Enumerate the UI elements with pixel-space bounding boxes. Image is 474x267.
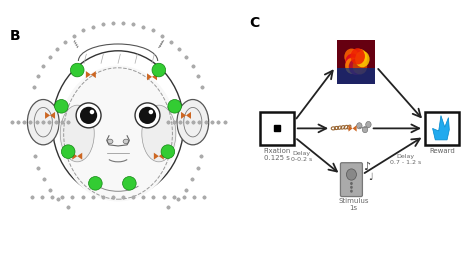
- Ellipse shape: [177, 100, 209, 145]
- Polygon shape: [159, 153, 164, 160]
- Circle shape: [350, 48, 365, 65]
- Circle shape: [344, 49, 359, 65]
- Polygon shape: [45, 112, 50, 119]
- Circle shape: [62, 145, 75, 158]
- FancyBboxPatch shape: [340, 163, 363, 197]
- Circle shape: [123, 176, 136, 190]
- Polygon shape: [72, 153, 77, 160]
- Text: Reward: Reward: [429, 148, 455, 154]
- Circle shape: [353, 58, 367, 74]
- Ellipse shape: [60, 105, 94, 162]
- FancyBboxPatch shape: [337, 40, 375, 84]
- Text: Delay
0-0.2 s: Delay 0-0.2 s: [291, 151, 312, 162]
- Circle shape: [55, 100, 68, 113]
- Polygon shape: [77, 153, 82, 160]
- Circle shape: [349, 49, 363, 65]
- Circle shape: [353, 49, 367, 65]
- Ellipse shape: [27, 100, 59, 145]
- Circle shape: [352, 53, 366, 70]
- Circle shape: [168, 100, 182, 113]
- Text: ♪: ♪: [363, 162, 370, 172]
- Text: ♩: ♩: [368, 172, 373, 182]
- Ellipse shape: [59, 65, 177, 202]
- FancyBboxPatch shape: [337, 68, 375, 84]
- Circle shape: [350, 190, 353, 193]
- FancyBboxPatch shape: [260, 112, 294, 145]
- Ellipse shape: [123, 139, 129, 144]
- Circle shape: [349, 59, 363, 75]
- Circle shape: [149, 110, 153, 114]
- Text: C: C: [249, 15, 260, 30]
- Circle shape: [89, 176, 102, 190]
- Circle shape: [355, 51, 370, 67]
- Circle shape: [366, 121, 371, 128]
- Polygon shape: [353, 125, 356, 132]
- Polygon shape: [433, 116, 449, 140]
- Polygon shape: [86, 71, 91, 78]
- Circle shape: [139, 107, 156, 124]
- Circle shape: [80, 107, 97, 124]
- Text: Fixation
0.125 s: Fixation 0.125 s: [263, 148, 291, 160]
- Polygon shape: [50, 112, 55, 119]
- Polygon shape: [147, 73, 152, 80]
- Text: Stimulus
1s: Stimulus 1s: [338, 198, 369, 211]
- Circle shape: [161, 145, 175, 158]
- Circle shape: [350, 186, 353, 189]
- Circle shape: [350, 182, 353, 185]
- Circle shape: [90, 110, 94, 114]
- FancyBboxPatch shape: [425, 112, 459, 145]
- Circle shape: [362, 127, 368, 133]
- Circle shape: [356, 123, 362, 129]
- Polygon shape: [91, 71, 96, 78]
- Polygon shape: [348, 125, 353, 132]
- Circle shape: [346, 53, 360, 70]
- Circle shape: [345, 58, 360, 74]
- Circle shape: [76, 103, 101, 128]
- Text: B: B: [9, 29, 20, 43]
- Circle shape: [71, 63, 84, 77]
- Circle shape: [152, 63, 165, 77]
- Polygon shape: [181, 112, 186, 119]
- Ellipse shape: [142, 105, 176, 162]
- Ellipse shape: [107, 139, 113, 144]
- Circle shape: [346, 169, 356, 180]
- Polygon shape: [152, 73, 157, 80]
- Circle shape: [135, 103, 160, 128]
- Text: Delay
0.7 - 1.2 s: Delay 0.7 - 1.2 s: [390, 154, 421, 165]
- Polygon shape: [186, 112, 191, 119]
- Polygon shape: [154, 153, 159, 160]
